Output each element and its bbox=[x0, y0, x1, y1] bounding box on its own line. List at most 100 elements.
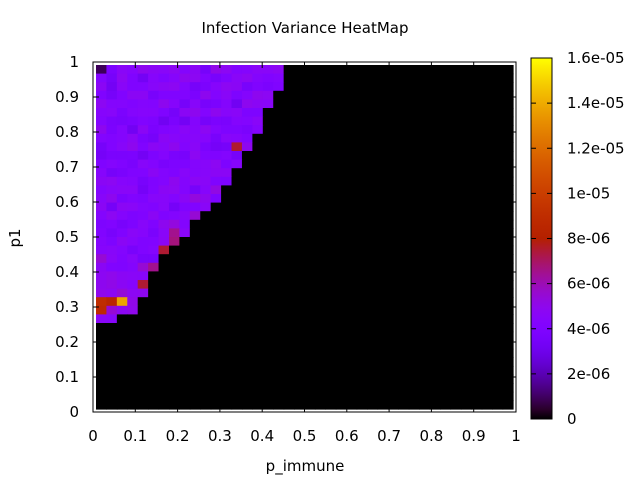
heatmap-cell bbox=[429, 245, 441, 255]
heatmap-cell bbox=[387, 82, 399, 92]
heatmap-cell bbox=[471, 176, 483, 186]
heatmap-cell bbox=[179, 374, 191, 384]
heatmap-cell bbox=[252, 237, 264, 247]
heatmap-cell bbox=[106, 90, 118, 100]
heatmap-cell bbox=[158, 297, 170, 307]
heatmap-cell bbox=[398, 108, 410, 118]
heatmap-cell bbox=[346, 202, 358, 212]
heatmap-cell bbox=[200, 159, 212, 169]
heatmap-cell bbox=[158, 348, 170, 358]
heatmap-cell bbox=[137, 348, 149, 358]
heatmap-cell bbox=[398, 133, 410, 143]
heatmap-cell bbox=[481, 288, 493, 298]
heatmap-cell bbox=[148, 116, 160, 126]
heatmap-cell bbox=[168, 211, 181, 221]
heatmap-cell bbox=[429, 348, 441, 358]
heatmap-cell bbox=[481, 211, 493, 221]
heatmap-cell bbox=[450, 73, 462, 83]
heatmap-cell bbox=[189, 228, 201, 238]
heatmap-cell bbox=[419, 314, 431, 324]
heatmap-cell bbox=[356, 348, 368, 358]
heatmap-cell bbox=[471, 133, 483, 143]
heatmap-cell bbox=[450, 108, 462, 118]
heatmap-cell bbox=[377, 65, 389, 75]
heatmap-cell bbox=[116, 245, 128, 255]
heatmap-cell bbox=[440, 99, 452, 109]
heatmap-cell bbox=[106, 391, 118, 401]
heatmap-cell bbox=[273, 82, 285, 92]
heatmap-cell bbox=[492, 237, 504, 247]
heatmap-cell bbox=[148, 391, 160, 401]
heatmap-cell bbox=[137, 391, 149, 401]
heatmap-cell bbox=[241, 168, 253, 178]
heatmap-cell bbox=[273, 323, 285, 333]
heatmap-cell bbox=[221, 99, 233, 109]
heatmap-cell bbox=[189, 288, 201, 298]
heatmap-cell bbox=[398, 168, 410, 178]
heatmap-cell bbox=[367, 65, 379, 75]
heatmap-cell bbox=[283, 245, 295, 255]
heatmap-cell bbox=[96, 245, 108, 255]
heatmap-cell bbox=[325, 219, 337, 229]
heatmap-cell bbox=[502, 108, 514, 118]
heatmap-cell bbox=[304, 348, 316, 358]
x-axis-label: p_immune bbox=[266, 457, 345, 476]
heatmap-cell bbox=[137, 314, 149, 324]
heatmap-cell bbox=[189, 211, 201, 221]
heatmap-cell bbox=[116, 331, 128, 341]
heatmap-cell bbox=[210, 245, 222, 255]
heatmap-cell bbox=[96, 391, 108, 401]
heatmap-cell bbox=[158, 185, 170, 195]
heatmap-cell bbox=[335, 168, 347, 178]
heatmap-cell bbox=[492, 383, 504, 393]
heatmap-cell bbox=[116, 383, 128, 393]
heatmap-cell bbox=[231, 228, 243, 238]
heatmap-cell bbox=[116, 297, 128, 307]
heatmap-cell bbox=[137, 90, 149, 100]
heatmap-cell bbox=[492, 245, 504, 255]
heatmap-cell bbox=[387, 357, 399, 367]
heatmap-cell bbox=[471, 194, 483, 204]
heatmap-cell bbox=[377, 202, 389, 212]
heatmap-cell bbox=[450, 271, 462, 281]
heatmap-cell bbox=[492, 366, 504, 376]
heatmap-cell bbox=[367, 99, 379, 109]
heatmap-cell bbox=[346, 400, 358, 410]
heatmap-cell bbox=[283, 211, 295, 221]
heatmap-cell bbox=[231, 254, 243, 264]
heatmap-cell bbox=[367, 357, 379, 367]
heatmap-cell bbox=[346, 383, 358, 393]
x-tick-label: 0.3 bbox=[208, 427, 232, 445]
heatmap-cell bbox=[377, 228, 389, 238]
heatmap-cell bbox=[262, 133, 274, 143]
heatmap-cell bbox=[377, 374, 389, 384]
heatmap-cell bbox=[335, 245, 347, 255]
heatmap-cell bbox=[283, 202, 295, 212]
heatmap-cell bbox=[387, 391, 399, 401]
heatmap-cell bbox=[387, 133, 399, 143]
heatmap-cell bbox=[210, 176, 222, 186]
heatmap-cell bbox=[398, 383, 410, 393]
heatmap-cell bbox=[158, 159, 170, 169]
heatmap-cell bbox=[460, 305, 472, 315]
heatmap-cell bbox=[387, 90, 399, 100]
heatmap-cell bbox=[168, 90, 181, 100]
heatmap-cell bbox=[408, 108, 420, 118]
heatmap-cell bbox=[283, 314, 295, 324]
heatmap-cell bbox=[137, 116, 149, 126]
heatmap-cell bbox=[408, 159, 420, 169]
heatmap-cell bbox=[356, 168, 368, 178]
heatmap-cell bbox=[116, 65, 128, 75]
heatmap-cell bbox=[481, 194, 493, 204]
heatmap-cell bbox=[346, 357, 358, 367]
heatmap-cell bbox=[387, 202, 399, 212]
heatmap-cell bbox=[200, 211, 212, 221]
heatmap-cell bbox=[398, 73, 410, 83]
heatmap-cell bbox=[294, 262, 306, 272]
heatmap-cell bbox=[96, 125, 108, 135]
heatmap-cell bbox=[231, 125, 243, 135]
heatmap-cell bbox=[419, 116, 431, 126]
heatmap-cell bbox=[408, 82, 420, 92]
heatmap-cell bbox=[200, 90, 212, 100]
heatmap-cell bbox=[429, 125, 441, 135]
